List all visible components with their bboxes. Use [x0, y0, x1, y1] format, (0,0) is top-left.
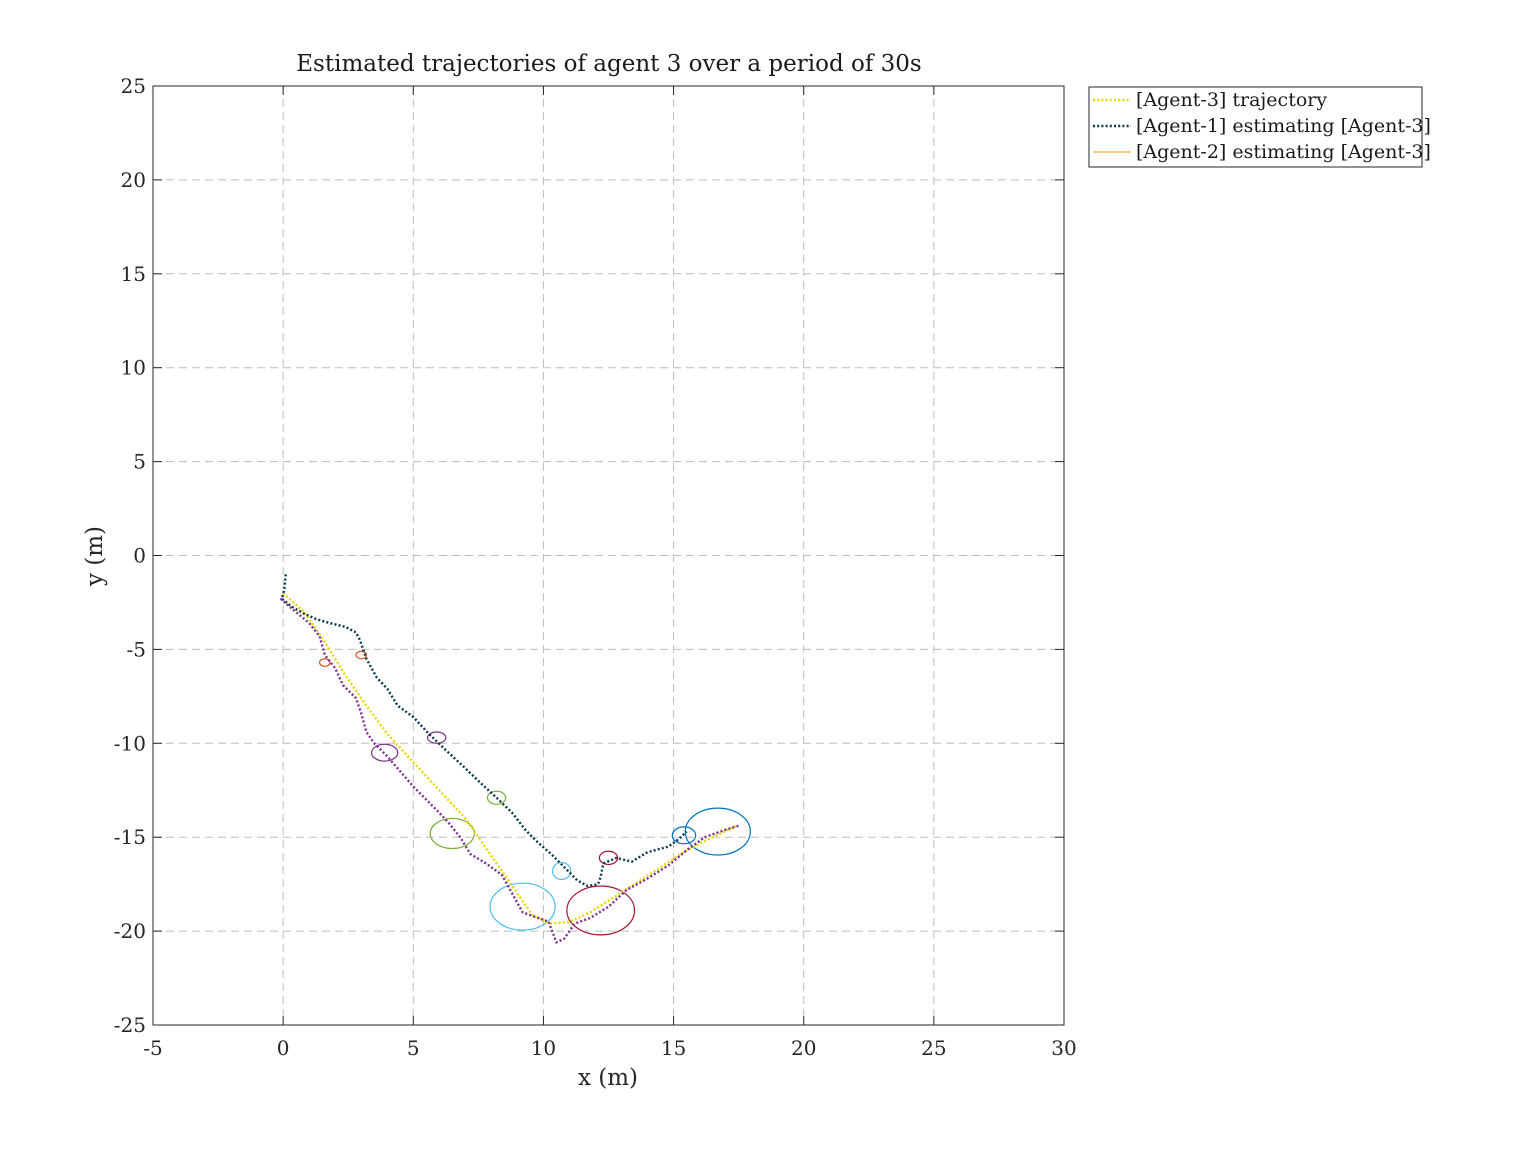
x-tick-label: 15: [661, 1036, 686, 1060]
legend-entry-label: [Agent-3] trajectory: [1136, 89, 1327, 111]
y-tick-label: -10: [114, 731, 146, 755]
y-tick-label: 15: [121, 262, 146, 286]
x-tick-label: -5: [143, 1036, 162, 1060]
covariance-ellipse: [355, 650, 368, 660]
y-tick-label: -25: [114, 1013, 146, 1037]
covariance-ellipse: [427, 731, 447, 744]
y-tick-label: -20: [114, 919, 146, 943]
legend-entry-label: [Agent-2] estimating [Agent-3]: [1136, 141, 1431, 163]
x-tick-label: 5: [407, 1036, 420, 1060]
x-axis-label: x (m): [578, 1065, 638, 1091]
covariance-ellipse: [486, 790, 507, 805]
y-tick-label: -15: [114, 825, 146, 849]
series-line: [282, 592, 737, 925]
y-tick-label: 10: [121, 356, 146, 380]
y-axis-label: y (m): [82, 526, 108, 587]
series-lines: [279, 574, 739, 944]
chart-title: Estimated trajectories of agent 3 over a…: [296, 51, 921, 77]
x-tick-label: 10: [531, 1036, 556, 1060]
x-tick-labels: -5 0 5 10 15 20 25 30: [143, 1036, 1076, 1060]
series-line: [280, 574, 688, 888]
y-tick-label: 25: [121, 74, 146, 98]
axis-ticks: [152, 85, 1065, 1026]
grid: [153, 86, 1064, 1025]
covariance-ellipse: [371, 743, 399, 762]
covariance-ellipse: [489, 882, 556, 931]
covariance-ellipse: [551, 861, 572, 881]
x-tick-label: 25: [921, 1036, 946, 1060]
axes: -5 0 5 10 15 20 25 30 25 20 15 10 5 0 -5 -10 -15 -20 -25: [114, 74, 1077, 1060]
y-tick-label: -5: [127, 637, 146, 661]
covariance-ellipse: [318, 658, 331, 667]
legend-entry-label: [Agent-1] estimating [Agent-3]: [1136, 115, 1431, 137]
covariance-ellipse: [566, 885, 636, 936]
series-line: [279, 597, 739, 944]
covariance-ellipse: [671, 826, 697, 845]
x-tick-label: 20: [791, 1036, 816, 1060]
axes-box: [152, 85, 1065, 1026]
x-tick-label: 30: [1051, 1036, 1076, 1060]
y-tick-label: 5: [133, 450, 146, 474]
x-tick-label: 0: [277, 1036, 290, 1060]
legend-box: [1088, 86, 1423, 168]
y-tick-label: 20: [121, 168, 146, 192]
y-tick-labels: 25 20 15 10 5 0 -5 -10 -15 -20 -25: [114, 74, 146, 1037]
covariance-ellipse: [598, 850, 619, 866]
y-tick-label: 0: [133, 544, 146, 568]
legend: [Agent-3] trajectory [Agent-1] estimating…: [1088, 86, 1431, 168]
